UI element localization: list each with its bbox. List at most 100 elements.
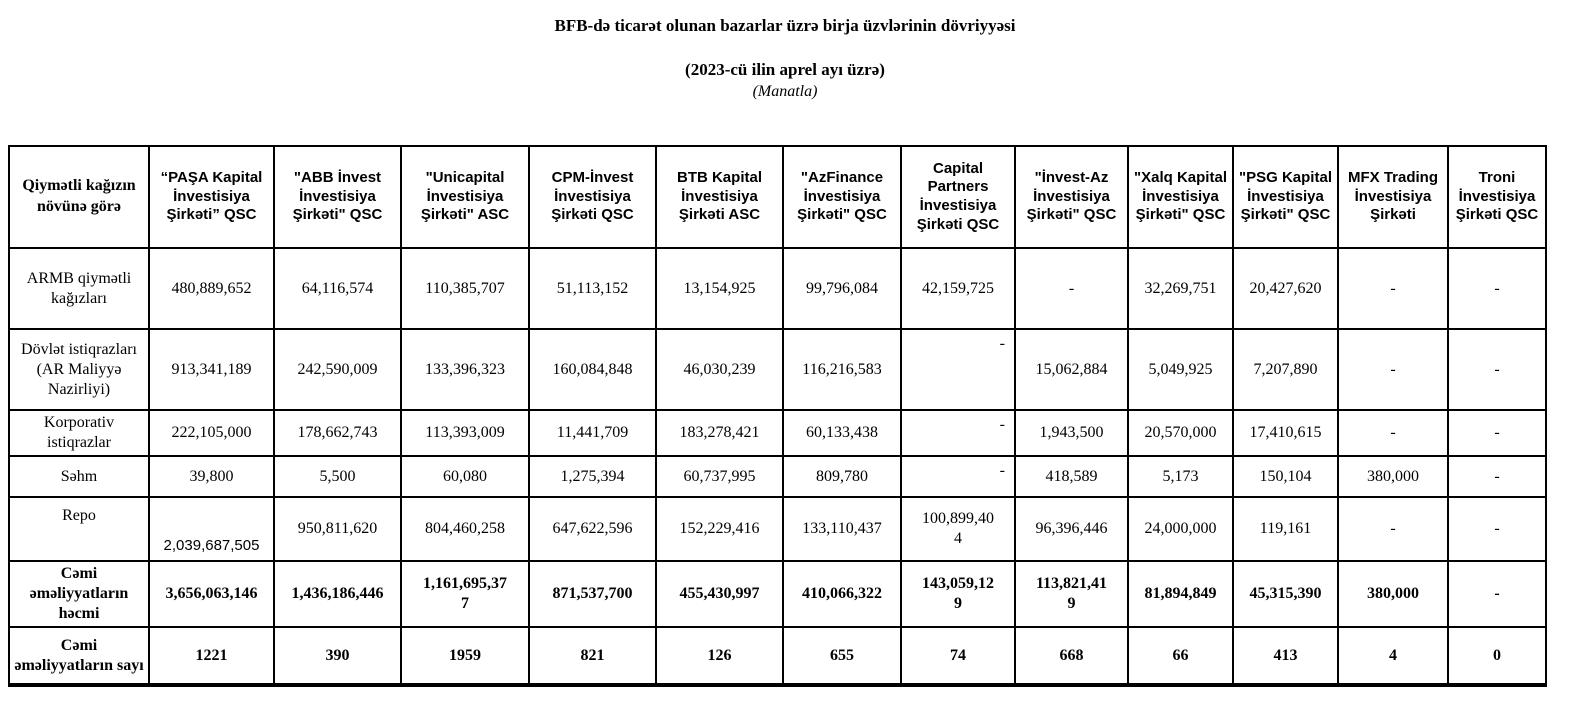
- data-cell: 7,207,890: [1232, 328, 1339, 411]
- data-cell: 20,570,000: [1127, 409, 1234, 457]
- data-cell: 32,269,751: [1127, 247, 1234, 330]
- data-cell: 81,894,849: [1127, 560, 1234, 628]
- data-cell: 668: [1014, 626, 1129, 686]
- data-cell: 410,066,322: [782, 560, 902, 628]
- col-header-psg-kapital: "PSG Kapital İnvestisiya Şirkəti" QSC: [1232, 145, 1339, 249]
- row-label: Cəmi əməliyyatların sayı: [8, 626, 150, 686]
- data-cell: 74: [900, 626, 1016, 686]
- row-dovlet-istiqrazlari: Dövlət istiqrazları (AR Maliyyə Nazirliy…: [8, 328, 1547, 411]
- data-cell: 0: [1447, 626, 1547, 686]
- data-cell: 20,427,620: [1232, 247, 1339, 330]
- col-header-mfx-trading: MFX Trading İnvestisiya Şirkəti: [1337, 145, 1449, 249]
- data-cell: -: [1337, 409, 1449, 457]
- col-header-abb-invest: "ABB İnvest İnvestisiya Şirkəti" QSC: [273, 145, 402, 249]
- data-cell: 4: [1337, 626, 1449, 686]
- data-cell: 160,084,848: [528, 328, 657, 411]
- data-cell: -: [900, 328, 1016, 411]
- data-cell: 1,943,500: [1014, 409, 1129, 457]
- row-cemi-hecmi: Cəmi əməliyyatların həcmi 3,656,063,146 …: [8, 560, 1547, 628]
- col-header-unicapital: "Unicapital İnvestisiya Şirkəti" ASC: [400, 145, 530, 249]
- corner-header: Qiymətli kağızın növünə görə: [8, 145, 150, 249]
- data-cell: 126: [655, 626, 784, 686]
- row-label: Korporativ istiqrazlar: [8, 409, 150, 457]
- col-header-xalq-kapital: "Xalq Kapital İnvestisiya Şirkəti" QSC: [1127, 145, 1234, 249]
- data-cell: 183,278,421: [655, 409, 784, 457]
- data-cell: 60,133,438: [782, 409, 902, 457]
- data-cell: 455,430,997: [655, 560, 784, 628]
- data-cell: -: [1014, 247, 1129, 330]
- data-cell: 46,030,239: [655, 328, 784, 411]
- data-cell: 143,059,12 9: [900, 560, 1016, 628]
- data-cell: 133,110,437: [782, 496, 902, 562]
- col-header-azfinance: "AzFinance İnvestisiya Şirkəti" QSC: [782, 145, 902, 249]
- row-armb: ARMB qiymətli kağızları 480,889,652 64,1…: [8, 247, 1547, 330]
- data-cell: 5,049,925: [1127, 328, 1234, 411]
- data-cell: -: [1447, 409, 1547, 457]
- data-cell: 110,385,707: [400, 247, 530, 330]
- data-cell: 1221: [148, 626, 275, 686]
- row-label: Səhm: [8, 455, 150, 498]
- data-cell: 11,441,709: [528, 409, 657, 457]
- data-cell: 178,662,743: [273, 409, 402, 457]
- data-cell: 116,216,583: [782, 328, 902, 411]
- data-cell: 647,622,596: [528, 496, 657, 562]
- row-label: ARMB qiymətli kağızları: [8, 247, 150, 330]
- data-cell: 1959: [400, 626, 530, 686]
- data-cell: 390: [273, 626, 402, 686]
- data-cell: 913,341,189: [148, 328, 275, 411]
- row-korporativ-istiqrazlar: Korporativ istiqrazlar 222,105,000 178,6…: [8, 409, 1547, 457]
- header-row: Qiymətli kağızın növünə görə “PAŞA Kapit…: [8, 145, 1547, 249]
- row-sehm: Səhm 39,800 5,500 60,080 1,275,394 60,73…: [8, 455, 1547, 498]
- data-cell: 222,105,000: [148, 409, 275, 457]
- data-cell: 418,589: [1014, 455, 1129, 498]
- data-cell: 100,899,40 4: [900, 496, 1016, 562]
- data-cell: 13,154,925: [655, 247, 784, 330]
- row-label: Dövlət istiqrazları (AR Maliyyə Nazirliy…: [8, 328, 150, 411]
- data-cell: 24,000,000: [1127, 496, 1234, 562]
- data-cell: 119,161: [1232, 496, 1339, 562]
- data-cell: 380,000: [1337, 560, 1449, 628]
- data-cell: 1,275,394: [528, 455, 657, 498]
- data-cell: 42,159,725: [900, 247, 1016, 330]
- row-label: Cəmi əməliyyatların həcmi: [8, 560, 150, 628]
- currency-note: (Manatla): [752, 83, 818, 100]
- data-cell: -: [900, 455, 1016, 498]
- col-header-btb-kapital: BTB Kapital İnvestisiya Şirkəti ASC: [655, 145, 784, 249]
- data-cell: 60,080: [400, 455, 530, 498]
- data-cell: 380,000: [1337, 455, 1449, 498]
- page-period: (2023-cü ilin aprel ayı üzrə): [685, 60, 885, 79]
- data-cell: -: [1337, 247, 1449, 330]
- data-cell: -: [1447, 328, 1547, 411]
- data-cell: 45,315,390: [1232, 560, 1339, 628]
- row-label: Repo: [8, 496, 150, 562]
- data-cell: -: [1447, 247, 1547, 330]
- data-cell: -: [1447, 560, 1547, 628]
- data-cell: 655: [782, 626, 902, 686]
- data-cell: 809,780: [782, 455, 902, 498]
- data-cell: 39,800: [148, 455, 275, 498]
- page-title: BFB-də ticarət olunan bazarlar üzrə birj…: [554, 16, 1016, 35]
- data-cell: 66: [1127, 626, 1234, 686]
- data-cell: 60,737,995: [655, 455, 784, 498]
- data-cell: 242,590,009: [273, 328, 402, 411]
- data-cell: 150,104: [1232, 455, 1339, 498]
- col-header-troni: Troni İnvestisiya Şirkəti QSC: [1447, 145, 1547, 249]
- row-cemi-sayi: Cəmi əməliyyatların sayı 1221 390 1959 8…: [8, 626, 1547, 686]
- data-cell: 99,796,084: [782, 247, 902, 330]
- data-cell: 1,161,695,37 7: [400, 560, 530, 628]
- turnover-table: Qiymətli kağızın növünə görə “PAŞA Kapit…: [8, 145, 1547, 687]
- data-cell: -: [1337, 496, 1449, 562]
- title-block: BFB-də ticarət olunan bazarlar üzrə birj…: [0, 0, 1570, 101]
- data-cell: -: [1337, 328, 1449, 411]
- data-cell: 950,811,620: [273, 496, 402, 562]
- data-cell: 17,410,615: [1232, 409, 1339, 457]
- data-cell: 413: [1232, 626, 1339, 686]
- data-cell: 51,113,152: [528, 247, 657, 330]
- data-cell: 152,229,416: [655, 496, 784, 562]
- data-cell: 5,173: [1127, 455, 1234, 498]
- data-cell: 804,460,258: [400, 496, 530, 562]
- data-cell: 480,889,652: [148, 247, 275, 330]
- col-header-invest-az: "İnvest-Az İnvestisiya Şirkəti" QSC: [1014, 145, 1129, 249]
- data-cell: 871,537,700: [528, 560, 657, 628]
- data-cell: 5,500: [273, 455, 402, 498]
